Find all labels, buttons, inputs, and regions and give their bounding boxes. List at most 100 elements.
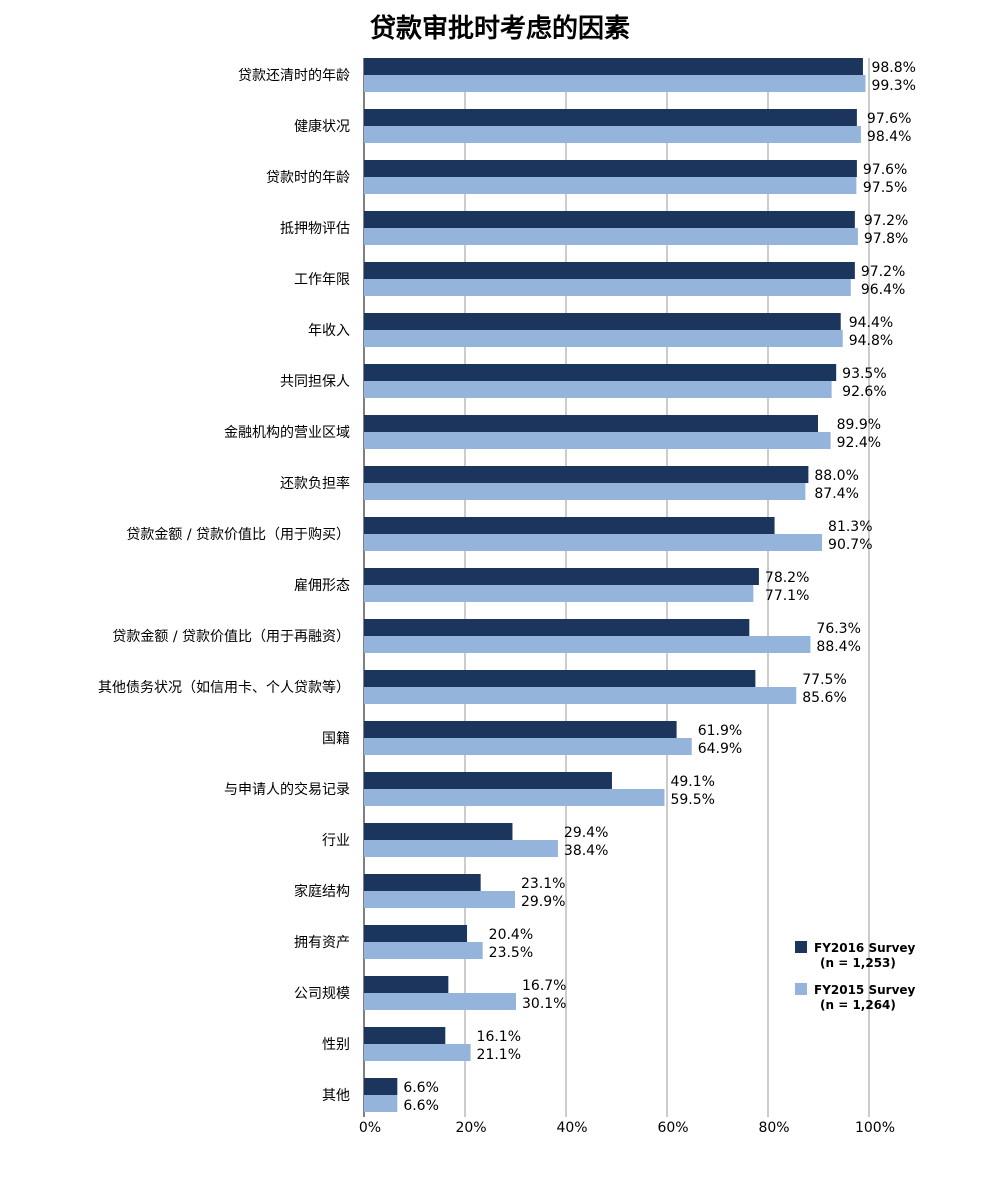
value-label: 21.1% xyxy=(477,1047,521,1063)
value-label: 38.4% xyxy=(564,843,608,859)
x-tick-label: 0% xyxy=(359,1120,381,1136)
value-label: 97.8% xyxy=(864,231,908,247)
legend-sample-size: (n = 1,253) xyxy=(820,956,896,970)
bar xyxy=(364,415,818,432)
category-label: 性别 xyxy=(322,1037,350,1053)
bar xyxy=(364,840,558,857)
value-label: 97.6% xyxy=(863,162,907,178)
category-label: 工作年限 xyxy=(294,272,350,288)
bar xyxy=(364,517,775,534)
bar xyxy=(364,75,866,92)
value-label: 88.0% xyxy=(814,468,858,484)
legend-swatch xyxy=(795,941,807,953)
value-label: 64.9% xyxy=(698,741,742,757)
bar xyxy=(364,670,756,687)
bar xyxy=(364,1044,471,1061)
bar xyxy=(364,160,857,177)
value-label: 16.7% xyxy=(522,978,566,994)
bar xyxy=(364,874,481,891)
value-label: 88.4% xyxy=(816,639,860,655)
bar xyxy=(364,279,851,296)
bar xyxy=(364,823,513,840)
bar xyxy=(364,585,754,602)
value-label: 96.4% xyxy=(861,282,905,298)
category-label: 与申请人的交易记录 xyxy=(224,781,350,798)
category-label: 贷款时的年龄 xyxy=(266,170,350,186)
category-label: 共同担保人 xyxy=(280,374,350,390)
bar xyxy=(364,1078,398,1095)
value-label: 20.4% xyxy=(489,927,533,943)
bar xyxy=(364,330,843,347)
legend-series-name: FY2016 Survey xyxy=(814,941,916,955)
bar xyxy=(364,313,841,330)
category-label: 贷款金额 / 贷款价值比（用于购买） xyxy=(126,527,350,543)
bar xyxy=(364,687,797,704)
legend-sample-size: (n = 1,264) xyxy=(820,998,896,1012)
x-tick-label: 20% xyxy=(455,1120,486,1136)
value-label: 77.1% xyxy=(765,588,809,604)
value-label: 30.1% xyxy=(522,996,566,1012)
value-label: 94.8% xyxy=(849,333,893,349)
value-label: 49.1% xyxy=(670,774,714,790)
bar xyxy=(364,228,858,245)
x-tick-label: 100% xyxy=(855,1120,895,1136)
value-label: 87.4% xyxy=(814,486,858,502)
bar xyxy=(364,738,692,755)
bar xyxy=(364,789,665,806)
value-label: 6.6% xyxy=(403,1080,439,1096)
value-label: 23.5% xyxy=(489,945,533,961)
category-label: 其他债务状况（如信用卡、个人贷款等） xyxy=(98,679,350,696)
category-label: 行业 xyxy=(322,833,350,849)
bar xyxy=(364,483,806,500)
value-label: 81.3% xyxy=(828,519,872,535)
value-label: 29.4% xyxy=(564,825,608,841)
chart-title: 贷款审批时考虑的因素 xyxy=(369,14,630,44)
value-label: 94.4% xyxy=(849,315,893,331)
category-label: 其他 xyxy=(322,1088,350,1104)
category-label: 年收入 xyxy=(308,323,350,339)
value-label: 90.7% xyxy=(828,537,872,553)
x-tick-label: 60% xyxy=(657,1120,688,1136)
labels: 0% 20% 40% 60% 80% 100% 贷款还清时的年龄 98.8% 99.3% 健康状况… xyxy=(98,60,916,1136)
bar xyxy=(364,364,837,381)
bar xyxy=(364,126,861,143)
category-label: 抵押物评估 xyxy=(280,221,350,237)
legend: FY2016 Survey(n = 1,253) FY2015 Survey(n … xyxy=(795,941,916,1012)
value-label: 29.9% xyxy=(521,894,565,910)
value-label: 98.8% xyxy=(871,60,915,76)
bar xyxy=(364,568,759,585)
bar xyxy=(364,262,855,279)
category-label: 公司规模 xyxy=(294,986,350,1002)
bar xyxy=(364,466,809,483)
bar xyxy=(364,772,612,789)
bar xyxy=(364,891,515,908)
value-label: 97.5% xyxy=(863,180,907,196)
value-label: 77.5% xyxy=(802,672,846,688)
category-label: 家庭结构 xyxy=(294,883,350,900)
value-label: 92.4% xyxy=(837,435,881,451)
bar xyxy=(364,721,677,738)
category-label: 贷款金额 / 贷款价值比（用于再融资） xyxy=(112,629,350,645)
bar xyxy=(364,109,857,126)
value-label: 98.4% xyxy=(867,129,911,145)
category-label: 金融机构的营业区域 xyxy=(224,425,350,441)
value-label: 76.3% xyxy=(816,621,860,637)
value-label: 99.3% xyxy=(871,78,915,94)
category-label: 国籍 xyxy=(322,730,350,747)
legend-swatch xyxy=(795,983,807,995)
x-tick-label: 40% xyxy=(556,1120,587,1136)
value-label: 89.9% xyxy=(837,417,881,433)
x-tick-label: 80% xyxy=(758,1120,789,1136)
bar xyxy=(364,1095,398,1112)
bar xyxy=(364,381,832,398)
value-label: 59.5% xyxy=(670,792,714,808)
category-label: 拥有资产 xyxy=(294,935,350,951)
bar xyxy=(364,534,823,551)
bar xyxy=(364,432,831,449)
value-label: 16.1% xyxy=(477,1029,521,1045)
bar xyxy=(364,211,855,228)
value-label: 78.2% xyxy=(765,570,809,586)
bar xyxy=(364,58,863,75)
bars xyxy=(364,58,866,1112)
